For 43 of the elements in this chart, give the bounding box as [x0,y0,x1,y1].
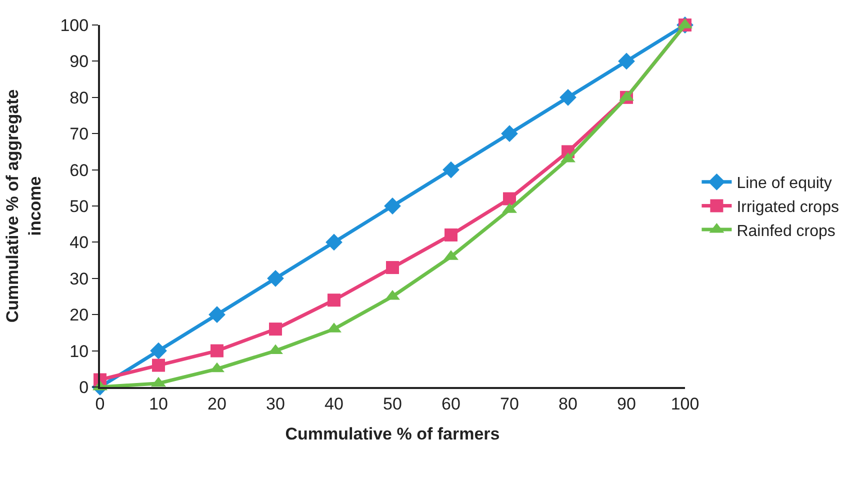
x-tick-label: 20 [208,394,226,414]
x-tick-label: 0 [95,394,105,414]
point [442,161,460,178]
x-tick-label: 10 [149,394,168,414]
point [501,125,518,142]
y-tick-label: 60 [70,160,89,180]
y-tick-label: 90 [70,52,89,72]
y-tick-label: 70 [70,124,89,144]
y-tick-label: 80 [70,88,89,108]
point [618,52,635,70]
y-tick-label: 10 [70,342,89,361]
x-tick-label: 50 [383,394,402,414]
legend-label: Irrigated crops [736,198,839,216]
point [152,358,165,372]
point [267,270,284,287]
x-tick-label: 30 [266,394,285,414]
y-axis-title: Cummulative % of aggregate income [3,89,44,323]
point [208,306,226,324]
point [328,294,340,307]
y-tick-label: 20 [70,306,89,325]
y-tick-label: 40 [70,233,89,252]
x-tick-label: 60 [442,394,460,414]
x-tick-label: 90 [617,394,636,414]
point [386,261,399,274]
legend-label: Line of equity [736,175,832,192]
y-tick-label: 100 [60,16,89,35]
y-tick-label: 50 [70,196,89,216]
point [210,344,224,358]
point [269,322,282,336]
point [384,198,401,214]
point [560,88,576,106]
legend-label: Rainfed crops [736,222,836,240]
point [150,342,167,360]
point [444,228,458,242]
x-axis-title: Cummulative % of farmers [285,424,500,444]
point [326,234,342,251]
x-tick-label: 70 [500,394,519,414]
point [503,192,516,206]
y-tick-label: 30 [70,269,89,288]
x-tick-label: 100 [670,394,700,414]
y-tick-label: 0 [79,378,89,397]
x-tick-label: 40 [324,394,344,414]
x-tick-label: 80 [558,394,578,414]
